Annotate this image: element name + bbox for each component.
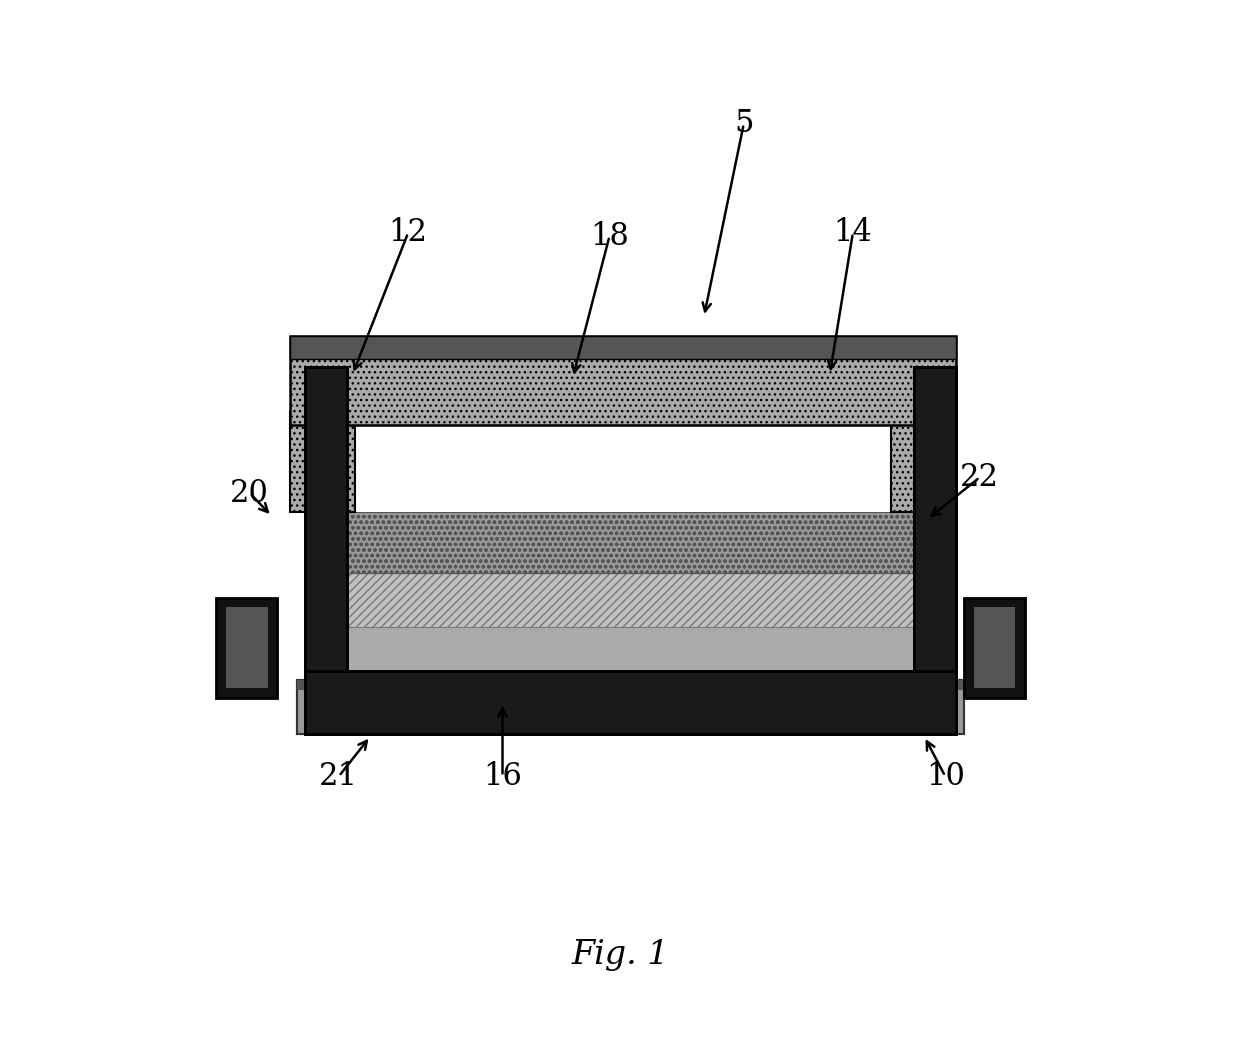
Bar — [914, 468, 950, 578]
Bar — [355, 412, 921, 507]
Bar — [963, 598, 1025, 698]
Bar — [290, 336, 956, 425]
Bar — [347, 627, 914, 671]
Text: 5: 5 — [734, 108, 754, 140]
Bar — [305, 671, 956, 734]
Bar — [347, 506, 914, 512]
Bar — [290, 412, 355, 512]
Bar — [347, 443, 914, 506]
Text: 14: 14 — [833, 217, 872, 249]
Bar — [290, 336, 956, 359]
Bar — [296, 680, 963, 734]
Text: 21: 21 — [320, 761, 358, 792]
Text: 10: 10 — [926, 761, 965, 792]
Bar — [347, 573, 914, 627]
Bar — [305, 671, 956, 734]
Bar — [216, 598, 277, 698]
Bar — [296, 680, 963, 690]
Text: Fig. 1: Fig. 1 — [572, 939, 668, 970]
Bar — [914, 367, 956, 734]
Text: 22: 22 — [960, 462, 999, 493]
Bar — [226, 607, 268, 688]
Text: 12: 12 — [388, 217, 428, 249]
Text: 20: 20 — [231, 477, 269, 509]
Bar — [305, 367, 347, 734]
Bar — [305, 671, 956, 734]
Text: 16: 16 — [484, 761, 522, 792]
Bar — [310, 468, 347, 578]
Text: 18: 18 — [590, 220, 629, 252]
Bar — [914, 367, 956, 734]
Bar — [296, 680, 963, 734]
Bar — [890, 412, 956, 512]
Bar — [305, 367, 347, 734]
Bar — [305, 367, 347, 734]
Bar — [973, 607, 1016, 688]
Bar — [914, 367, 956, 734]
Bar — [347, 512, 914, 573]
